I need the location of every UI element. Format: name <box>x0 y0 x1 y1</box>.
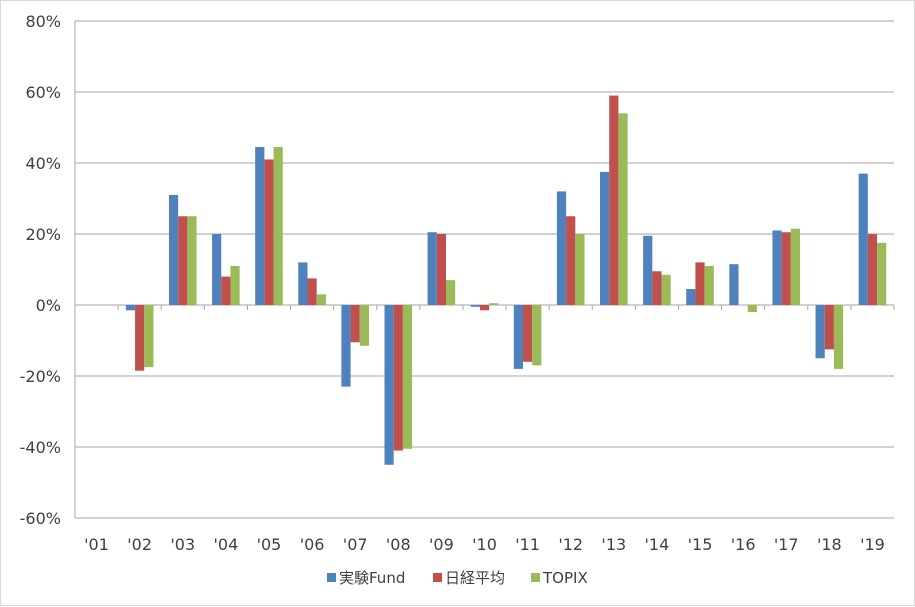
bar <box>436 234 446 305</box>
legend-swatch <box>531 573 540 582</box>
bar <box>858 173 868 305</box>
y-tick-label: -20% <box>20 367 61 386</box>
bar <box>513 305 524 369</box>
bar <box>316 294 326 305</box>
bar <box>609 95 619 305</box>
x-tick-label: '15 <box>688 535 713 554</box>
x-tick-label: '19 <box>860 535 885 554</box>
bar <box>298 262 308 305</box>
bar <box>212 234 222 305</box>
x-tick-label: '08 <box>386 535 411 554</box>
bar <box>523 305 533 362</box>
bar <box>445 280 456 305</box>
bar <box>575 234 585 305</box>
bar <box>427 232 437 305</box>
x-tick-label: '03 <box>170 535 195 554</box>
bar <box>652 271 662 305</box>
bar <box>402 305 413 449</box>
bar <box>747 305 757 313</box>
x-tick-label: '07 <box>343 535 368 554</box>
y-tick-label: -60% <box>20 509 61 528</box>
y-tick-label: -40% <box>20 438 61 457</box>
x-tick-label: '04 <box>213 535 238 554</box>
legend-item: TOPIX <box>531 569 588 587</box>
bar <box>135 305 145 371</box>
legend-item: 実験Fund <box>327 569 405 587</box>
y-tick-label: 40% <box>25 154 61 173</box>
y-tick-label: 0% <box>36 296 61 315</box>
x-tick-label: '02 <box>127 535 152 554</box>
bar <box>489 303 499 305</box>
bar <box>125 305 136 311</box>
bar <box>729 264 739 305</box>
bar <box>815 305 825 359</box>
bar <box>686 289 696 305</box>
bar <box>790 228 801 305</box>
y-tick-label: 20% <box>25 225 61 244</box>
bars <box>125 95 887 465</box>
x-tick-label: '16 <box>731 535 756 554</box>
bar <box>643 235 653 305</box>
bar <box>384 305 394 465</box>
x-tick-label: '10 <box>472 535 497 554</box>
bar <box>341 305 351 387</box>
y-axis: -60% -40% -20% 0% 20% 40% 60% 80% <box>20 12 76 528</box>
bar <box>781 232 791 305</box>
bar <box>393 305 403 451</box>
x-tick-label: '13 <box>601 535 626 554</box>
bar <box>350 305 360 343</box>
bar <box>867 234 878 305</box>
bar <box>479 305 490 311</box>
bar <box>877 242 887 305</box>
bar <box>178 216 188 305</box>
bar <box>273 147 283 305</box>
x-tick-label: '14 <box>645 535 670 554</box>
legend-swatch <box>433 573 442 582</box>
bar <box>704 265 714 305</box>
x-tick-label: '06 <box>300 535 325 554</box>
legend: 実験Fund 日経平均 TOPIX <box>327 569 588 587</box>
legend-label: 日経平均 <box>445 569 505 587</box>
bar <box>833 305 844 369</box>
bar <box>661 274 671 305</box>
legend-swatch <box>327 573 336 582</box>
x-tick-label: '09 <box>429 535 454 554</box>
x-tick-label: '18 <box>817 535 842 554</box>
bar <box>255 147 265 305</box>
bar <box>556 191 567 305</box>
legend-item: 日経平均 <box>433 569 505 587</box>
bar <box>168 194 179 305</box>
bar <box>618 113 628 305</box>
x-axis: '01 '02 '03 '04 '05 '06 '07 '08 '09 '10 '11 '12 '13 '… <box>74 304 895 554</box>
x-tick-label: '12 <box>558 535 583 554</box>
bar <box>230 265 240 305</box>
bar <box>600 171 610 305</box>
bar <box>187 216 197 305</box>
bar <box>264 159 274 305</box>
bar <box>359 305 369 346</box>
legend-label: TOPIX <box>542 569 588 587</box>
x-tick-label: '01 <box>84 535 109 554</box>
y-tick-label: 60% <box>25 83 61 102</box>
x-tick-label: '17 <box>774 535 799 554</box>
gridlines <box>75 20 894 519</box>
bar <box>566 216 576 305</box>
bar <box>532 305 542 366</box>
bar <box>772 230 782 305</box>
legend-label: 実験Fund <box>339 569 405 587</box>
x-tick-label: '05 <box>257 535 282 554</box>
bar <box>144 305 154 368</box>
bar <box>470 305 480 307</box>
bar <box>307 278 317 305</box>
bar <box>824 305 834 350</box>
bar <box>695 262 705 305</box>
bar <box>221 276 231 305</box>
y-tick-label: 80% <box>25 12 61 31</box>
x-tick-label: '11 <box>515 535 540 554</box>
